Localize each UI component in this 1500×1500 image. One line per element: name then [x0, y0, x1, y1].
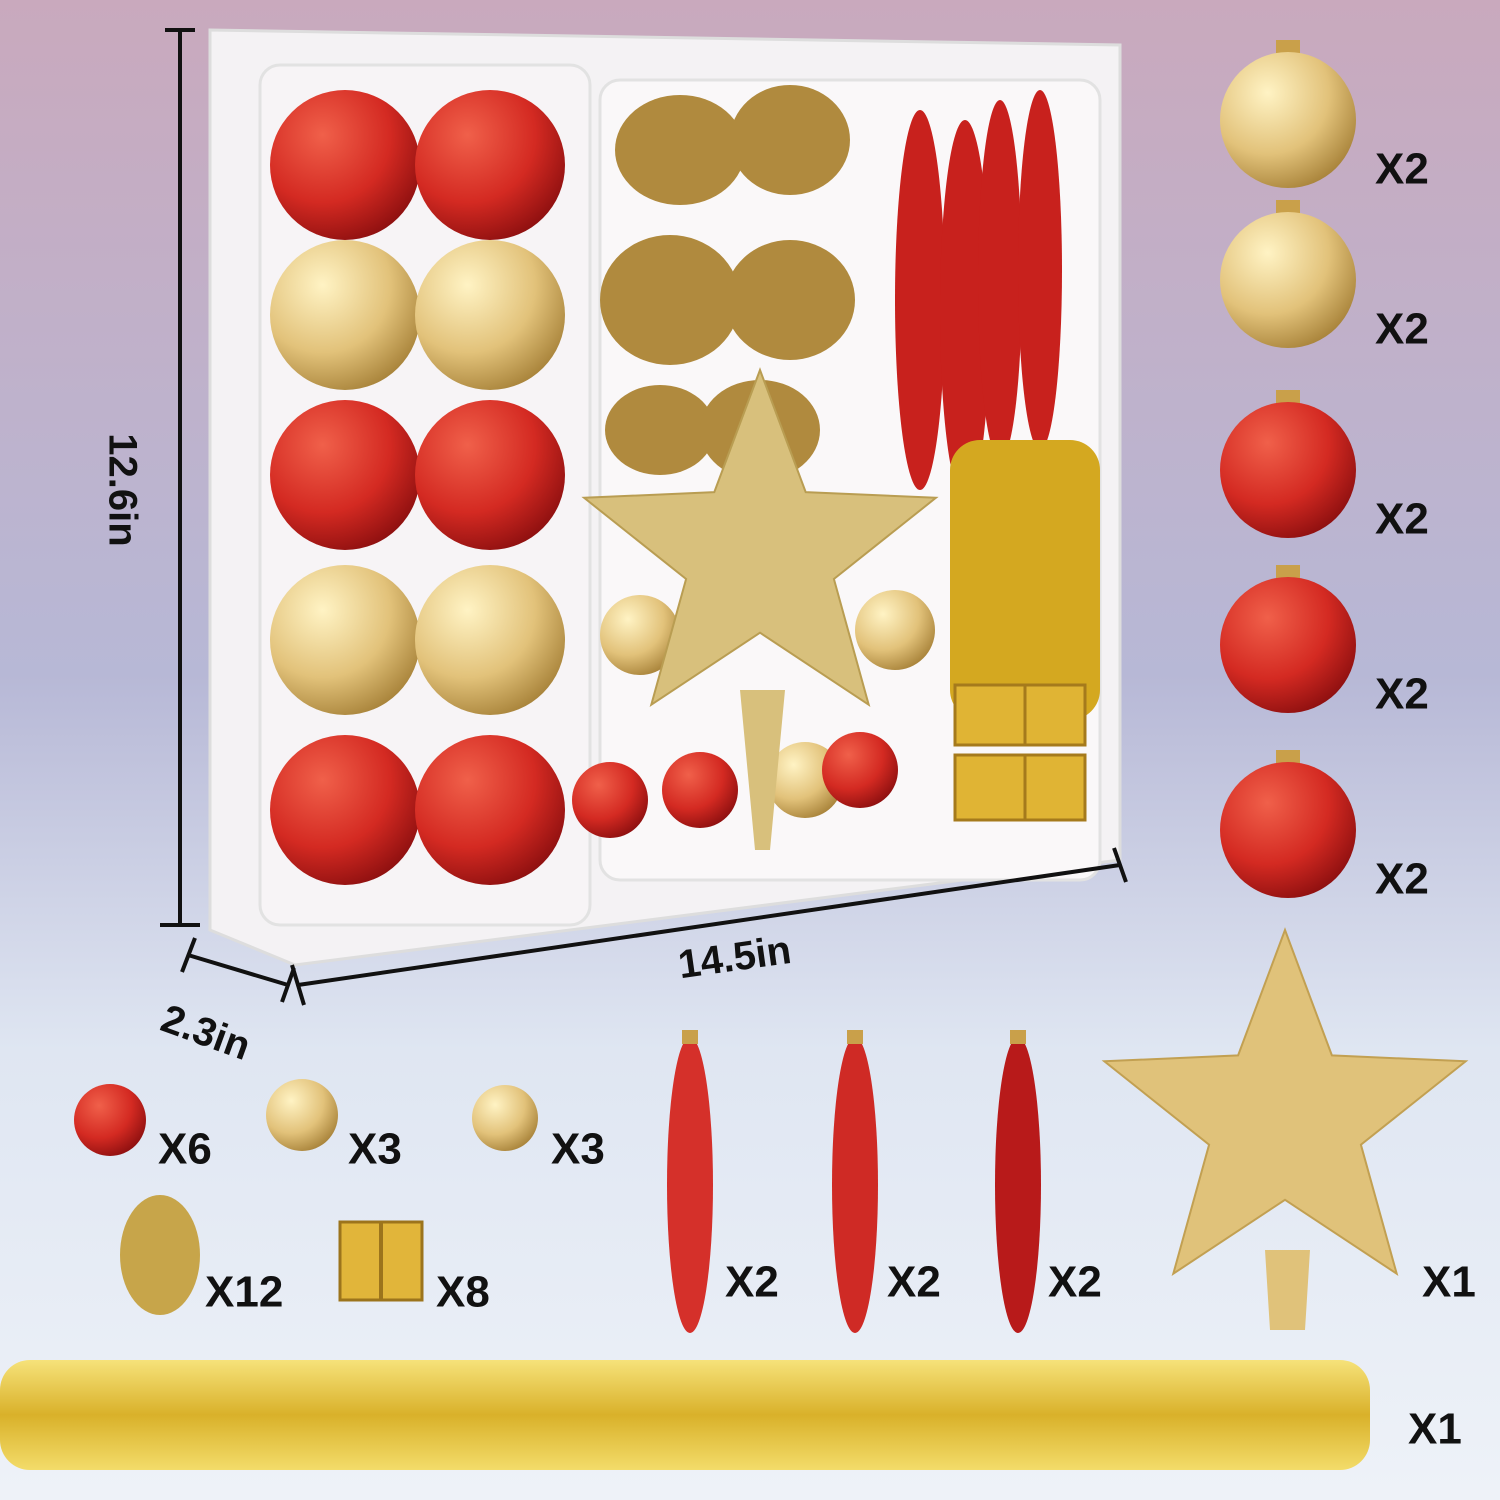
ornament-ball	[1220, 212, 1356, 348]
small-red-ball	[74, 1084, 146, 1156]
box-ornament	[415, 565, 565, 715]
box-finials	[895, 90, 1062, 500]
box-small-balls	[572, 590, 935, 838]
box-ornament	[270, 565, 420, 715]
right-column: X2 X2 X2 X2 X2	[1220, 40, 1429, 904]
ornament-ball	[1220, 577, 1356, 713]
tinsel-garland	[0, 1360, 1370, 1470]
width-line	[297, 863, 1121, 987]
count-label: X2	[1375, 495, 1429, 544]
count-label: X1	[1408, 1405, 1462, 1454]
depth-cap	[280, 967, 296, 1003]
count-label: X8	[436, 1268, 490, 1317]
count-label: X2	[887, 1258, 941, 1307]
ornament-cap	[1276, 40, 1300, 56]
box-tinsel	[950, 440, 1100, 720]
count-label: X1	[1422, 1258, 1476, 1307]
box-star-base	[740, 690, 785, 850]
ornament-ball	[1220, 402, 1356, 538]
box-ornament	[270, 400, 420, 550]
box-ornament	[415, 735, 565, 885]
height-label: 12.6in	[100, 433, 144, 546]
finials	[667, 1030, 1041, 1333]
ornament-grid	[270, 90, 565, 885]
box-ornament	[415, 400, 565, 550]
count-label: X2	[1375, 670, 1429, 719]
depth-line	[187, 953, 289, 987]
count-label: X2	[1375, 855, 1429, 904]
count-label: X3	[348, 1125, 402, 1174]
depth-cap	[180, 937, 197, 973]
count-label: X3	[551, 1125, 605, 1174]
tree-topper-star	[1101, 927, 1469, 1277]
count-label: X2	[1048, 1258, 1102, 1307]
box-ornament	[415, 90, 565, 240]
small-gold-ball	[472, 1085, 538, 1151]
pinecones	[600, 85, 855, 480]
box-ornament	[270, 735, 420, 885]
width-cap	[1112, 847, 1128, 883]
count-label: X2	[725, 1258, 779, 1307]
box-star	[581, 367, 939, 708]
pinecone	[120, 1195, 200, 1315]
ornament-cap	[1276, 200, 1300, 216]
box-gifts	[953, 683, 1087, 822]
ornament-cap	[1276, 390, 1300, 406]
box-ornament	[270, 240, 420, 390]
small-gold-ball	[266, 1079, 338, 1151]
box-ornament	[415, 240, 565, 390]
count-label: X12	[205, 1268, 283, 1317]
count-label: X2	[1375, 305, 1429, 354]
ornament-ball	[1220, 52, 1356, 188]
ornament-ball	[1220, 762, 1356, 898]
star-base	[1265, 1250, 1310, 1330]
box-ornament	[270, 90, 420, 240]
ornament-cap	[1276, 750, 1300, 766]
ornament-cap	[1276, 565, 1300, 581]
count-label: X2	[1375, 145, 1429, 194]
count-label: X6	[158, 1125, 212, 1174]
